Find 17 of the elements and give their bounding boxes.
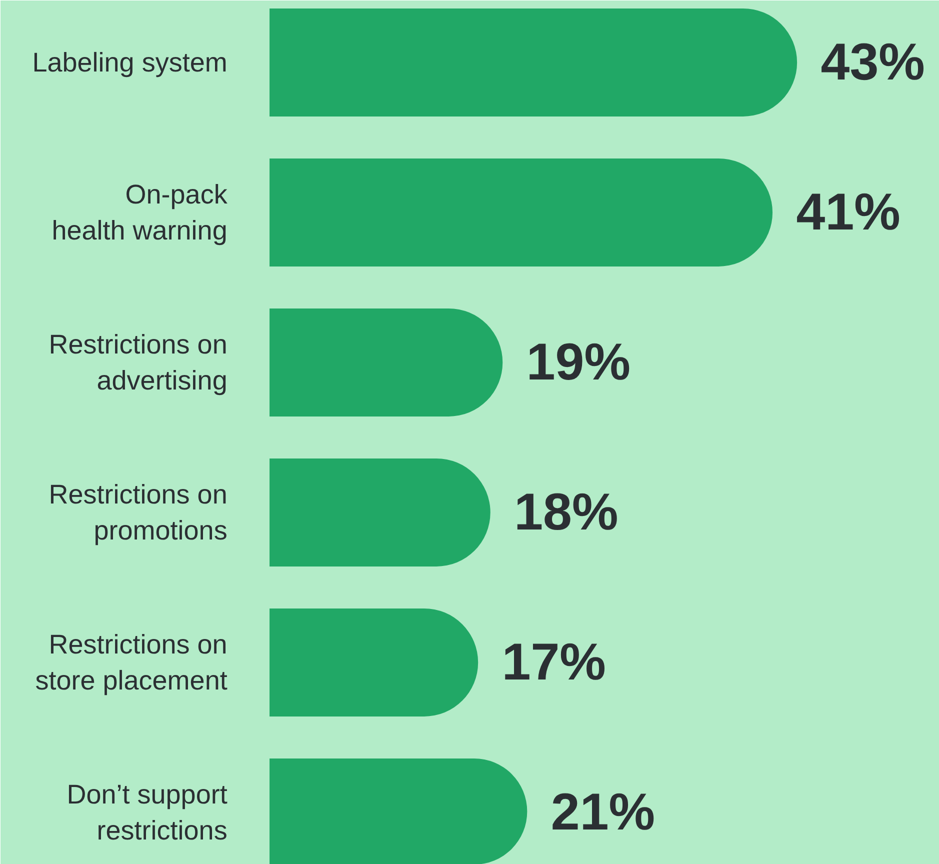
y-tick-label: Restrictions on store placement bbox=[35, 629, 228, 696]
data-label: 17% bbox=[502, 633, 606, 692]
bar bbox=[270, 8, 798, 116]
data-label: 41% bbox=[796, 183, 900, 242]
y-tick-label: On-pack health warning bbox=[52, 179, 228, 246]
y-tick-label: Don’t support restrictions bbox=[66, 779, 228, 846]
y-tick-label: Restrictions on advertising bbox=[48, 329, 228, 396]
y-tick-label: Labeling system bbox=[32, 47, 228, 78]
bar bbox=[270, 308, 503, 416]
data-label: 18% bbox=[514, 483, 618, 542]
bar bbox=[270, 458, 490, 566]
data-label: 43% bbox=[820, 33, 925, 92]
bar bbox=[270, 158, 773, 266]
data-label: 21% bbox=[550, 783, 655, 842]
bar bbox=[270, 608, 478, 716]
data-label: 19% bbox=[526, 333, 630, 392]
y-tick-label: Restrictions on promotions bbox=[48, 479, 228, 546]
